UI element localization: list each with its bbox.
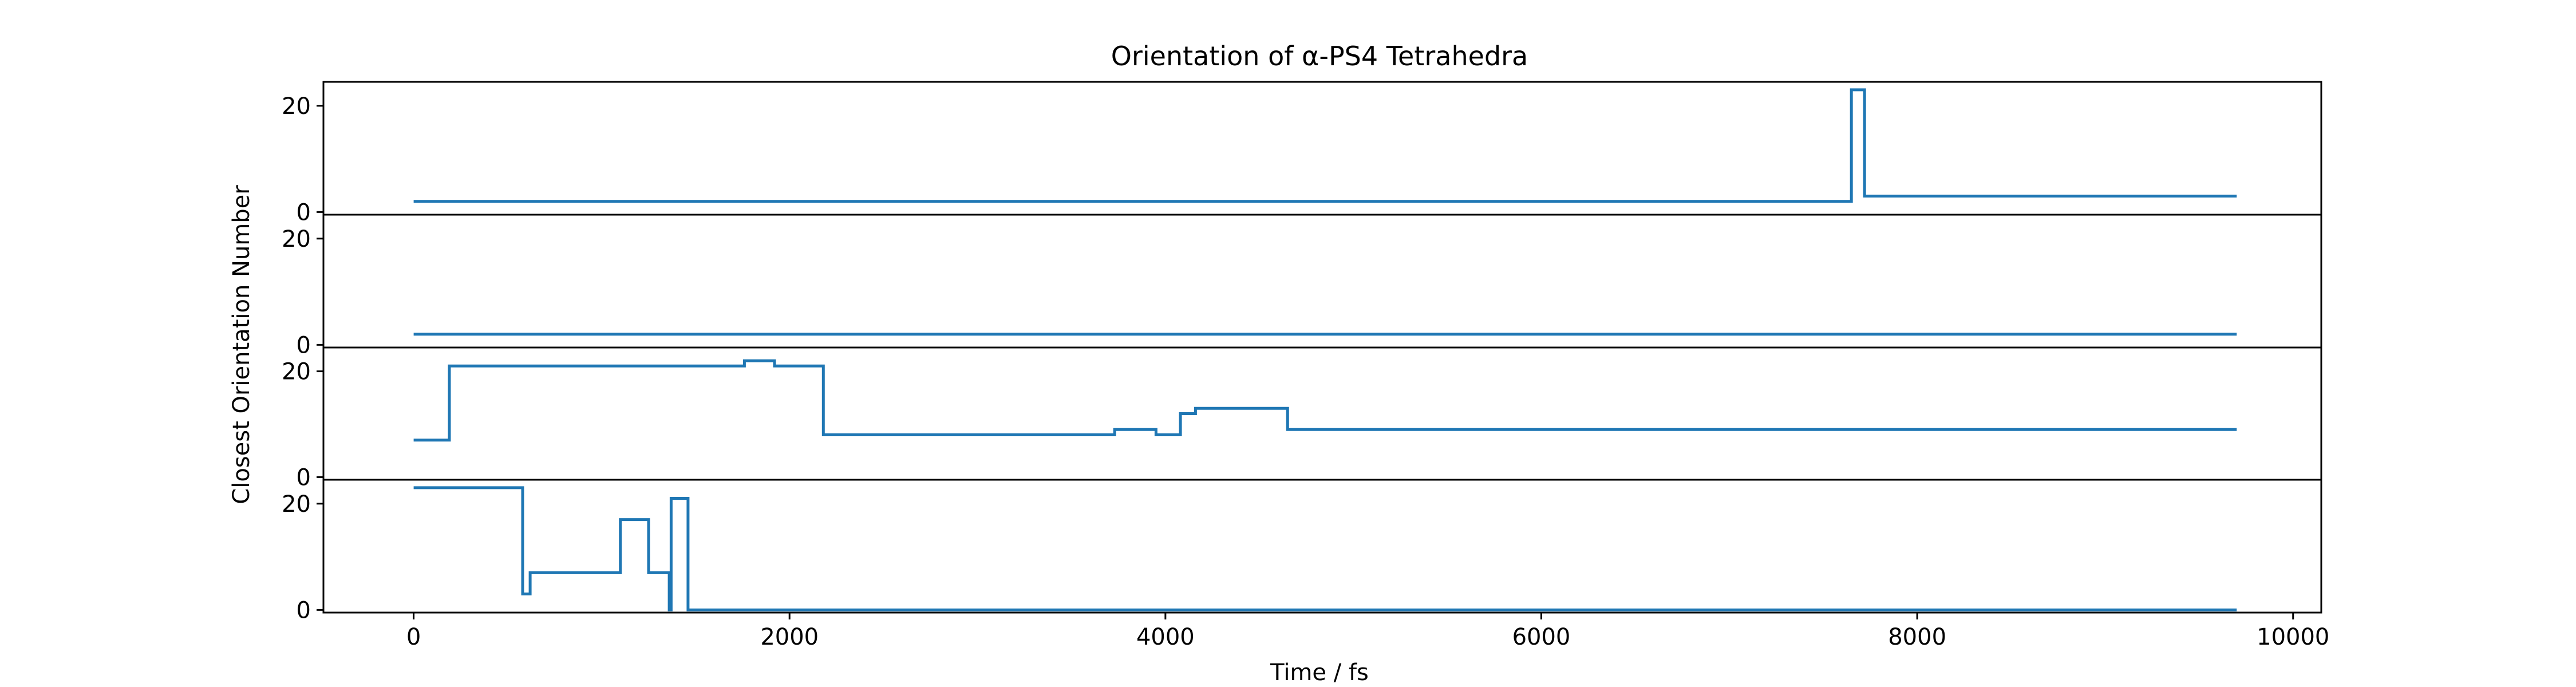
y-tick-label: 0 — [297, 597, 311, 623]
y-tick-label: 0 — [297, 332, 311, 358]
plot-frame-4 — [322, 479, 2322, 614]
chart-title: Orientation of α-PS4 Tetrahedra — [1111, 41, 1528, 72]
y-axis-label: Closest Orientation Number — [228, 185, 255, 504]
series-line-1 — [413, 88, 2237, 203]
y-tick-label: 0 — [297, 199, 311, 226]
y-tick-label: 20 — [282, 93, 311, 120]
y-tick-label: 20 — [282, 491, 311, 518]
x-tick-label: 8000 — [1888, 624, 1946, 650]
x-tick-label: 0 — [406, 624, 421, 650]
series-line-4 — [413, 486, 2237, 611]
x-tick-label: 2000 — [760, 624, 819, 650]
subplot-1: 0 20 — [282, 81, 2322, 226]
subplot-3: 0 20 — [282, 346, 2322, 491]
subplot-2: 0 20 — [282, 214, 2322, 358]
y-tick-label: 20 — [282, 359, 311, 385]
x-tick-label: 10000 — [2257, 624, 2329, 650]
y-tick-label: 20 — [282, 226, 311, 252]
x-tick-label: 4000 — [1136, 624, 1195, 650]
x-tick-label: 6000 — [1512, 624, 1571, 650]
subplot-4: 0 20 0 2000 4000 6000 8000 10000 — [282, 479, 2329, 650]
x-axis-label: Time / fs — [1270, 660, 1369, 686]
plot-frame-2 — [322, 214, 2322, 349]
series-line-3 — [413, 359, 2237, 442]
y-tick-label: 0 — [297, 464, 311, 491]
